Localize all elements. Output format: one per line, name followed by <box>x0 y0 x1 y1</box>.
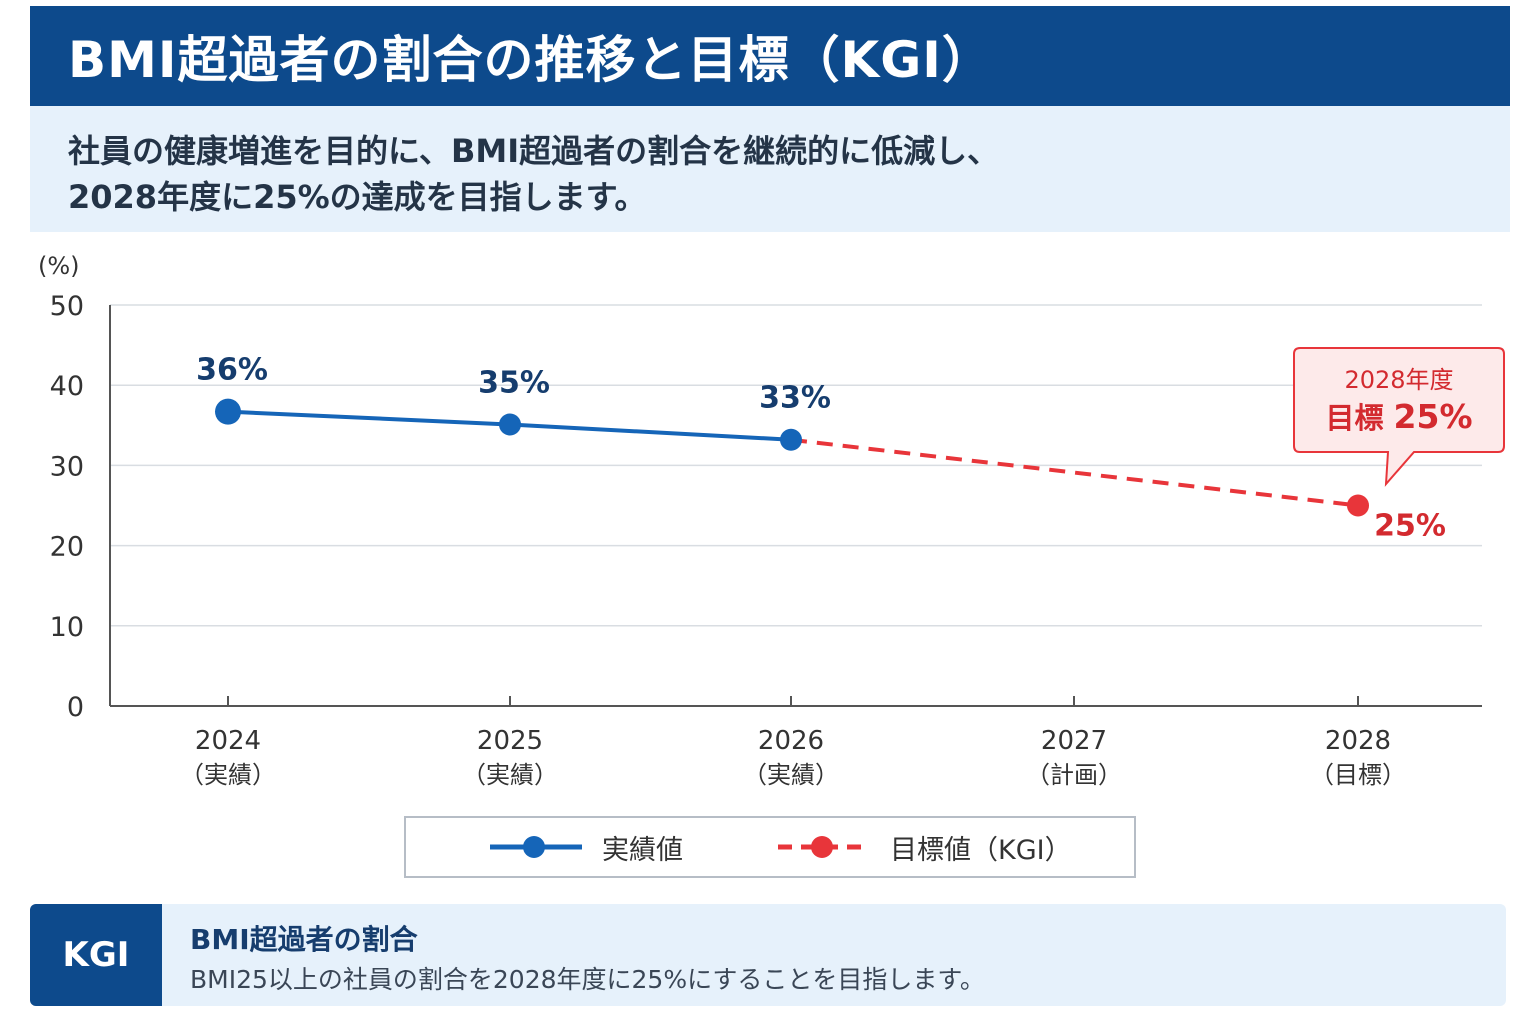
x-tick-label-year: 2024 <box>195 726 261 756</box>
actual-data-label: 33% <box>759 381 831 416</box>
x-tick-label-status: （計画） <box>1026 761 1122 789</box>
y-tick-label: 30 <box>50 451 84 482</box>
x-tick-label-status: （実績） <box>743 761 839 789</box>
legend-item-actual: 実績値 <box>488 818 683 876</box>
target-data-label: 25% <box>1374 509 1446 544</box>
subtitle-line-1: 社員の健康増進を目的に、BMI超過者の割合を継続的に低減し、 <box>68 132 1000 170</box>
callout-target-value: 25% <box>1394 397 1473 436</box>
chart-legend: 実績値 目標値（KGI） <box>404 816 1136 878</box>
y-tick-label: 0 <box>67 692 84 723</box>
actual-point <box>215 398 241 425</box>
target-callout-box <box>1293 347 1505 487</box>
x-tick-label-status: （実績） <box>180 761 276 789</box>
x-tick-label-year: 2025 <box>477 726 543 756</box>
line-chart: (%) 0 10 20 30 40 50 2024 （実績） 2025 （実績） 2026 （実績） 20… <box>38 252 1505 789</box>
y-tick-label: 20 <box>50 532 84 563</box>
kgi-description: BMI25以上の社員の割合を2028年度に25%にすることを目指します。 <box>190 965 985 994</box>
page-title: BMI超過者の割合の推移と目標（KGI） <box>68 31 993 89</box>
kgi-badge: KGI <box>30 904 162 1006</box>
legend-target-label: 目標値（KGI） <box>890 834 1072 866</box>
actual-data-label: 36% <box>196 353 268 388</box>
kgi-heading: BMI超過者の割合 <box>190 923 418 956</box>
callout-target-prefix: 目標 <box>1325 401 1393 435</box>
title-bar: BMI超過者の割合の推移と目標（KGI） <box>30 6 1510 106</box>
y-tick-label: 40 <box>50 371 84 402</box>
x-tick-label-status: （目標） <box>1310 761 1406 789</box>
x-tick-label-year: 2028 <box>1325 726 1391 756</box>
callout-target-label: 目標 25% <box>1325 397 1472 436</box>
x-tick-label-status: （実績） <box>462 761 558 789</box>
callout-year-label: 2028年度 <box>1344 366 1453 394</box>
legend-actual-swatch <box>490 836 582 858</box>
subtitle-panel: 社員の健康増進を目的に、BMI超過者の割合を継続的に低減し、 2028年度に25… <box>30 106 1510 232</box>
x-tick-label-year: 2027 <box>1041 726 1107 756</box>
legend-item-target: 目標値（KGI） <box>776 818 1072 876</box>
target-series-line <box>790 437 1359 508</box>
y-tick-label: 50 <box>50 291 84 322</box>
actual-data-label: 35% <box>478 365 550 400</box>
legend-actual-label: 実績値 <box>602 834 683 866</box>
target-point <box>1347 494 1369 517</box>
actual-point <box>780 428 802 451</box>
x-tick-label-year: 2026 <box>758 726 824 756</box>
subtitle-line-2: 2028年度に25%の達成を目指します。 <box>68 178 647 216</box>
y-tick-label: 10 <box>50 612 84 643</box>
legend-target-swatch <box>778 836 870 858</box>
kgi-panel: KGI BMI超過者の割合 BMI25以上の社員の割合を2028年度に25%にす… <box>30 904 1506 1006</box>
actual-point <box>499 413 521 436</box>
y-unit-label: (%) <box>38 252 80 280</box>
